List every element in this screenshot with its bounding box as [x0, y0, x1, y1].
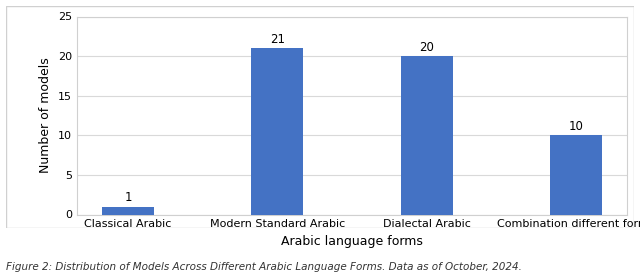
- Text: 21: 21: [270, 33, 285, 46]
- Text: Figure 2: Distribution of Models Across Different Arabic Language Forms. Data as: Figure 2: Distribution of Models Across …: [6, 262, 522, 272]
- X-axis label: Arabic language forms: Arabic language forms: [281, 235, 423, 248]
- Text: 20: 20: [419, 41, 434, 54]
- Bar: [401, 56, 453, 214]
- Y-axis label: Number of models: Number of models: [39, 58, 52, 173]
- Bar: [102, 207, 154, 214]
- Text: 1: 1: [124, 191, 132, 204]
- Bar: [550, 135, 602, 214]
- Text: 10: 10: [568, 120, 584, 133]
- Bar: [251, 48, 303, 214]
